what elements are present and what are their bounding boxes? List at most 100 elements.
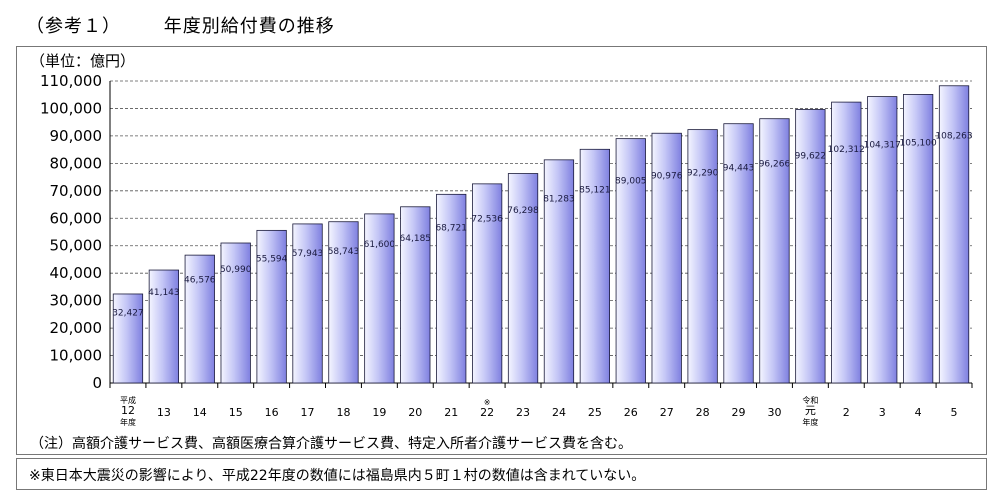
value-label: 96,266	[759, 159, 791, 169]
x-tick-label: 13	[157, 406, 171, 419]
x-tick-label: 15	[229, 406, 243, 419]
bar	[687, 129, 718, 384]
x-tick-label: 29	[732, 406, 746, 419]
bar	[902, 94, 934, 384]
x-tick-label: ※	[484, 398, 491, 407]
grid-lines	[110, 80, 972, 356]
value-label: 99,622	[795, 152, 827, 162]
x-tick-label: 令和	[802, 395, 818, 405]
bar	[579, 148, 611, 384]
x-tick-label: 2	[843, 406, 850, 419]
value-label: 92,290	[687, 169, 719, 179]
value-label: 72,536	[471, 215, 503, 225]
x-tick-label: 平成	[120, 395, 136, 405]
value-label: 32,427	[112, 308, 144, 318]
y-tick-label: 20,000	[50, 319, 103, 337]
bar	[436, 193, 467, 384]
value-label: 89,005	[615, 176, 647, 186]
value-label: 102,312	[828, 145, 865, 155]
value-label: 105,100	[900, 139, 937, 149]
x-tick-label: 19	[372, 406, 386, 419]
y-tick-label: 10,000	[50, 347, 103, 365]
x-tick-label: 4	[915, 406, 922, 419]
value-label: 55,594	[256, 254, 288, 264]
x-tick-label: 3	[879, 406, 886, 419]
x-tick-label: 5	[951, 406, 958, 419]
value-labels: 32,427 41,143 46,576 50,990 55,594 57,943 58,7…	[112, 131, 972, 318]
bar	[543, 159, 575, 384]
x-tick-label: 30	[767, 406, 781, 419]
x-tick-label: 12	[121, 404, 135, 417]
x-tick-label: 20	[408, 406, 422, 419]
bar	[831, 101, 862, 384]
value-label: 90,976	[651, 172, 683, 182]
x-tick-label: 16	[265, 406, 279, 419]
y-tick-label: 40,000	[50, 264, 103, 282]
x-tick-label: 21	[444, 406, 458, 419]
footnote-box: ※東日本大震災の影響により、平成22年度の数値には福島県内５町１村の数値は含まれ…	[16, 458, 987, 490]
value-label: 58,743	[328, 247, 360, 257]
x-tick-label: 17	[301, 406, 315, 419]
bar	[759, 118, 790, 384]
x-tick-label: 22	[480, 406, 494, 419]
unit-label: （単位：億円）	[30, 52, 136, 70]
x-tick-label: 25	[588, 406, 602, 419]
value-label: 94,443	[723, 164, 755, 174]
x-tick-label: 元	[805, 404, 816, 417]
x-tick-label: 年度	[802, 417, 818, 427]
x-tick-label: 18	[336, 406, 350, 419]
y-tick-label: 110,000	[40, 72, 102, 90]
value-label: 46,576	[184, 275, 216, 285]
x-tick-label: 14	[193, 406, 207, 419]
bar	[184, 254, 215, 384]
y-tick-label: 80,000	[50, 154, 103, 172]
bar	[328, 221, 359, 384]
value-label: 41,143	[148, 288, 180, 298]
value-label: 64,185	[400, 234, 432, 244]
value-label: 85,121	[579, 185, 611, 195]
bar	[507, 173, 539, 384]
y-tick-label: 60,000	[50, 209, 103, 227]
y-tick-label: 30,000	[50, 292, 103, 310]
y-tick-label: 100,000	[40, 99, 102, 117]
page-title: （参考１） 年度別給付費の推移	[26, 12, 335, 38]
bar	[292, 223, 323, 384]
x-tick-label: 28	[696, 406, 710, 419]
axes	[109, 81, 973, 388]
x-tick-label: 24	[552, 406, 566, 419]
x-tick-label: 27	[660, 406, 674, 419]
bar	[112, 293, 144, 384]
bar	[723, 123, 754, 384]
value-label: 76,298	[507, 206, 539, 216]
y-tick-labels: 0 10,000 20,000 30,000 40,000 50,000 60,000 70,…	[40, 72, 102, 392]
bars	[112, 85, 970, 384]
bar	[364, 213, 395, 384]
value-label: 57,943	[292, 249, 324, 259]
y-tick-label: 90,000	[50, 127, 103, 145]
bar	[615, 138, 646, 384]
bar	[220, 242, 251, 384]
value-label: 68,721	[435, 224, 467, 234]
bar	[651, 132, 682, 384]
value-label: 61,600	[364, 240, 396, 250]
value-label: 108,263	[935, 131, 972, 141]
x-tick-label: 26	[624, 406, 638, 419]
title-ref: （参考１）	[26, 16, 121, 37]
y-tick-label: 70,000	[50, 182, 103, 200]
bar	[938, 85, 970, 384]
bar	[256, 229, 287, 384]
x-tick-label: 年度	[120, 417, 136, 427]
value-label: 81,283	[543, 194, 575, 204]
y-tick-label: 0	[92, 374, 102, 392]
value-label: 104,317	[864, 141, 901, 151]
bar	[148, 269, 180, 384]
bar	[400, 206, 431, 384]
value-label: 50,990	[220, 265, 252, 275]
y-tick-label: 50,000	[50, 237, 103, 255]
note-2: ※東日本大震災の影響により、平成22年度の数値には福島県内５町１村の数値は含まれ…	[29, 468, 646, 484]
note-1: （注）高額介護サービス費、高額医療合算介護サービス費、特定入所者介護サービス費を…	[30, 436, 632, 452]
bar	[471, 183, 503, 384]
title-text: 年度別給付費の推移	[163, 16, 335, 37]
